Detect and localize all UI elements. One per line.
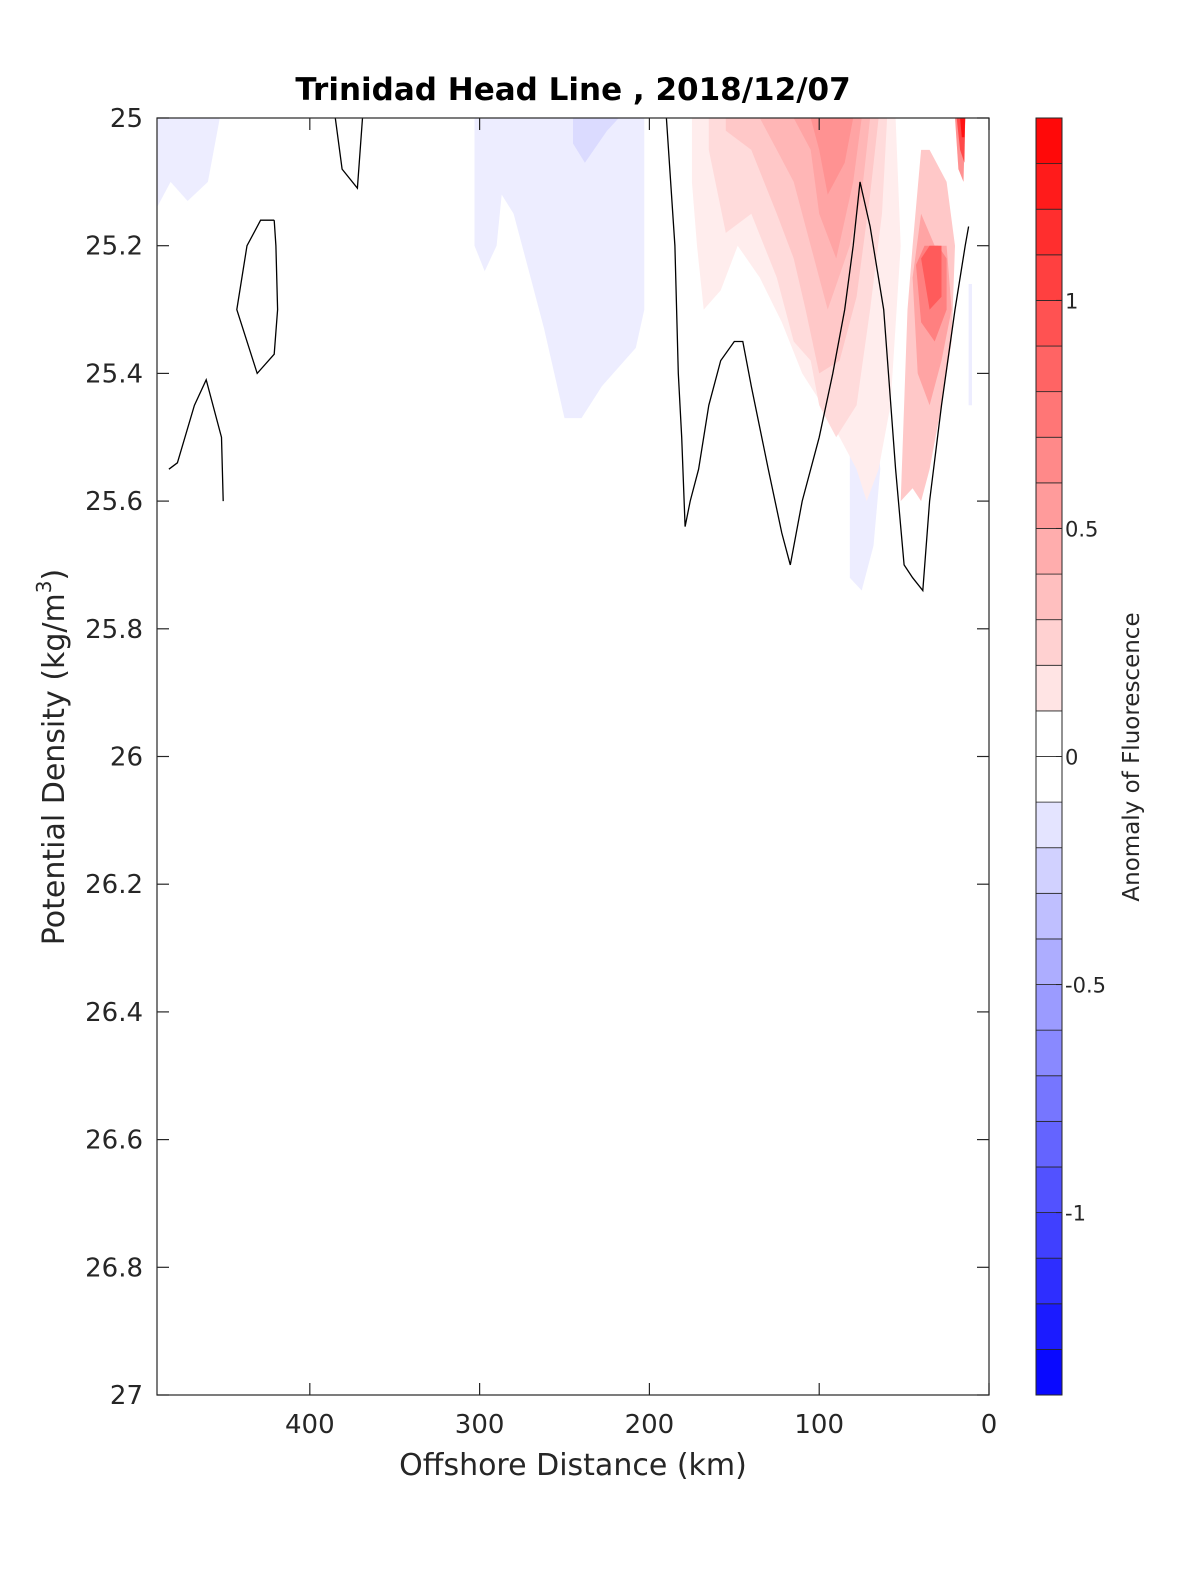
y-tick-label: 26 [110, 743, 143, 773]
y-tick-label: 26.8 [85, 1253, 143, 1283]
y-tick-label: 25.6 [85, 487, 143, 517]
y-tick-label: 26.4 [85, 998, 143, 1028]
colorbar-segment [1035, 391, 1063, 438]
x-tick-label: 100 [794, 1410, 844, 1440]
colorbar-tick-label: -1 [1065, 1202, 1086, 1226]
colorbar-segment [1035, 892, 1063, 940]
y-axis-label-close: ) [37, 569, 72, 581]
colorbar-tick-label: 0.5 [1065, 517, 1098, 541]
chart-title: Trinidad Head Line , 2018/12/07 [295, 72, 850, 108]
y-tick-label: 26.6 [85, 1126, 143, 1156]
y-tick-label: 26.2 [85, 870, 143, 900]
colorbar-segment [1035, 756, 1063, 803]
plot-area: 400 300 200 100 0 25 25.2 25.4 25.6 25.8 26 26.2 26… [85, 104, 997, 1440]
anomaly-region-14 [921, 245, 942, 310]
colorbar-tick-label: 0 [1065, 746, 1078, 770]
zero-contour-2 [334, 118, 364, 190]
colorbar-segment [1035, 1212, 1063, 1259]
colorbar-segment [1035, 482, 1063, 529]
colorbar-segment [1035, 984, 1063, 1031]
y-tick-label: 25.4 [85, 359, 143, 389]
anomaly-region-17 [960, 118, 966, 138]
y-axis-label: Potential Density (kg/m3) [32, 569, 72, 945]
zero-contour-3 [665, 118, 970, 593]
colorbar-segment [1035, 710, 1063, 757]
x-tick-label: 200 [625, 1410, 675, 1440]
y-axis: 25 25.2 25.4 25.6 25.8 26 26.2 26.4 26.6 26.8 27 [85, 104, 989, 1411]
colorbar-label: Anomaly of Fluorescence [1119, 612, 1145, 901]
y-tick-label: 25 [110, 104, 143, 134]
y-axis-label-superscript: 3 [32, 580, 56, 593]
anomaly-region-1 [474, 118, 645, 419]
colorbar-segment [1035, 1348, 1063, 1396]
colorbar-segment [1035, 254, 1063, 301]
colorbar-segment [1035, 573, 1063, 621]
x-tick-label: 400 [285, 1410, 335, 1440]
x-tick-label: 300 [455, 1410, 505, 1440]
colorbar-segment [1035, 1120, 1063, 1168]
anomaly-region-10 [810, 118, 854, 195]
y-axis-label-main: Potential Density (kg/m [37, 593, 72, 945]
zero-contour-0 [168, 377, 224, 502]
colorbar-segment [1035, 528, 1063, 575]
colorbar-segment [1035, 1257, 1063, 1305]
colorbar-segment [1035, 1075, 1063, 1122]
colorbar-segment [1035, 801, 1063, 849]
zero-contour-layer [168, 118, 970, 593]
colorbar-segment [1035, 847, 1063, 894]
y-tick-label: 25.8 [85, 615, 143, 645]
colorbar-segment [1035, 664, 1063, 712]
zero-contour-1 [236, 219, 279, 375]
anomaly-fill-layer [157, 118, 972, 591]
colorbar-segment [1035, 300, 1063, 347]
colorbar-segment [1035, 1303, 1063, 1350]
colorbar-segment [1035, 619, 1063, 666]
colorbar-segment [1035, 345, 1063, 393]
colorbar-segment [1035, 436, 1063, 484]
colorbar-segment [1035, 1029, 1063, 1077]
colorbar: 1 0.5 0 -0.5 -1 [1035, 117, 1106, 1396]
colorbar-segment [1035, 208, 1063, 256]
colorbar-tick-label: 1 [1065, 289, 1078, 313]
colorbar-segment [1035, 938, 1063, 985]
anomaly-region-2 [573, 118, 619, 163]
anomaly-region-4 [968, 284, 972, 406]
y-tick-label: 27 [110, 1381, 143, 1411]
colorbar-segment [1035, 163, 1063, 210]
colorbar-segment [1035, 117, 1063, 165]
x-axis: 400 300 200 100 0 [285, 118, 997, 1440]
colorbar-segment [1035, 1166, 1063, 1213]
y-tick-label: 25.2 [85, 232, 143, 262]
anomaly-region-0 [157, 118, 220, 208]
x-tick-label: 0 [981, 1410, 998, 1440]
x-axis-label: Offshore Distance (km) [399, 1448, 747, 1483]
colorbar-tick-label: -0.5 [1065, 974, 1106, 998]
